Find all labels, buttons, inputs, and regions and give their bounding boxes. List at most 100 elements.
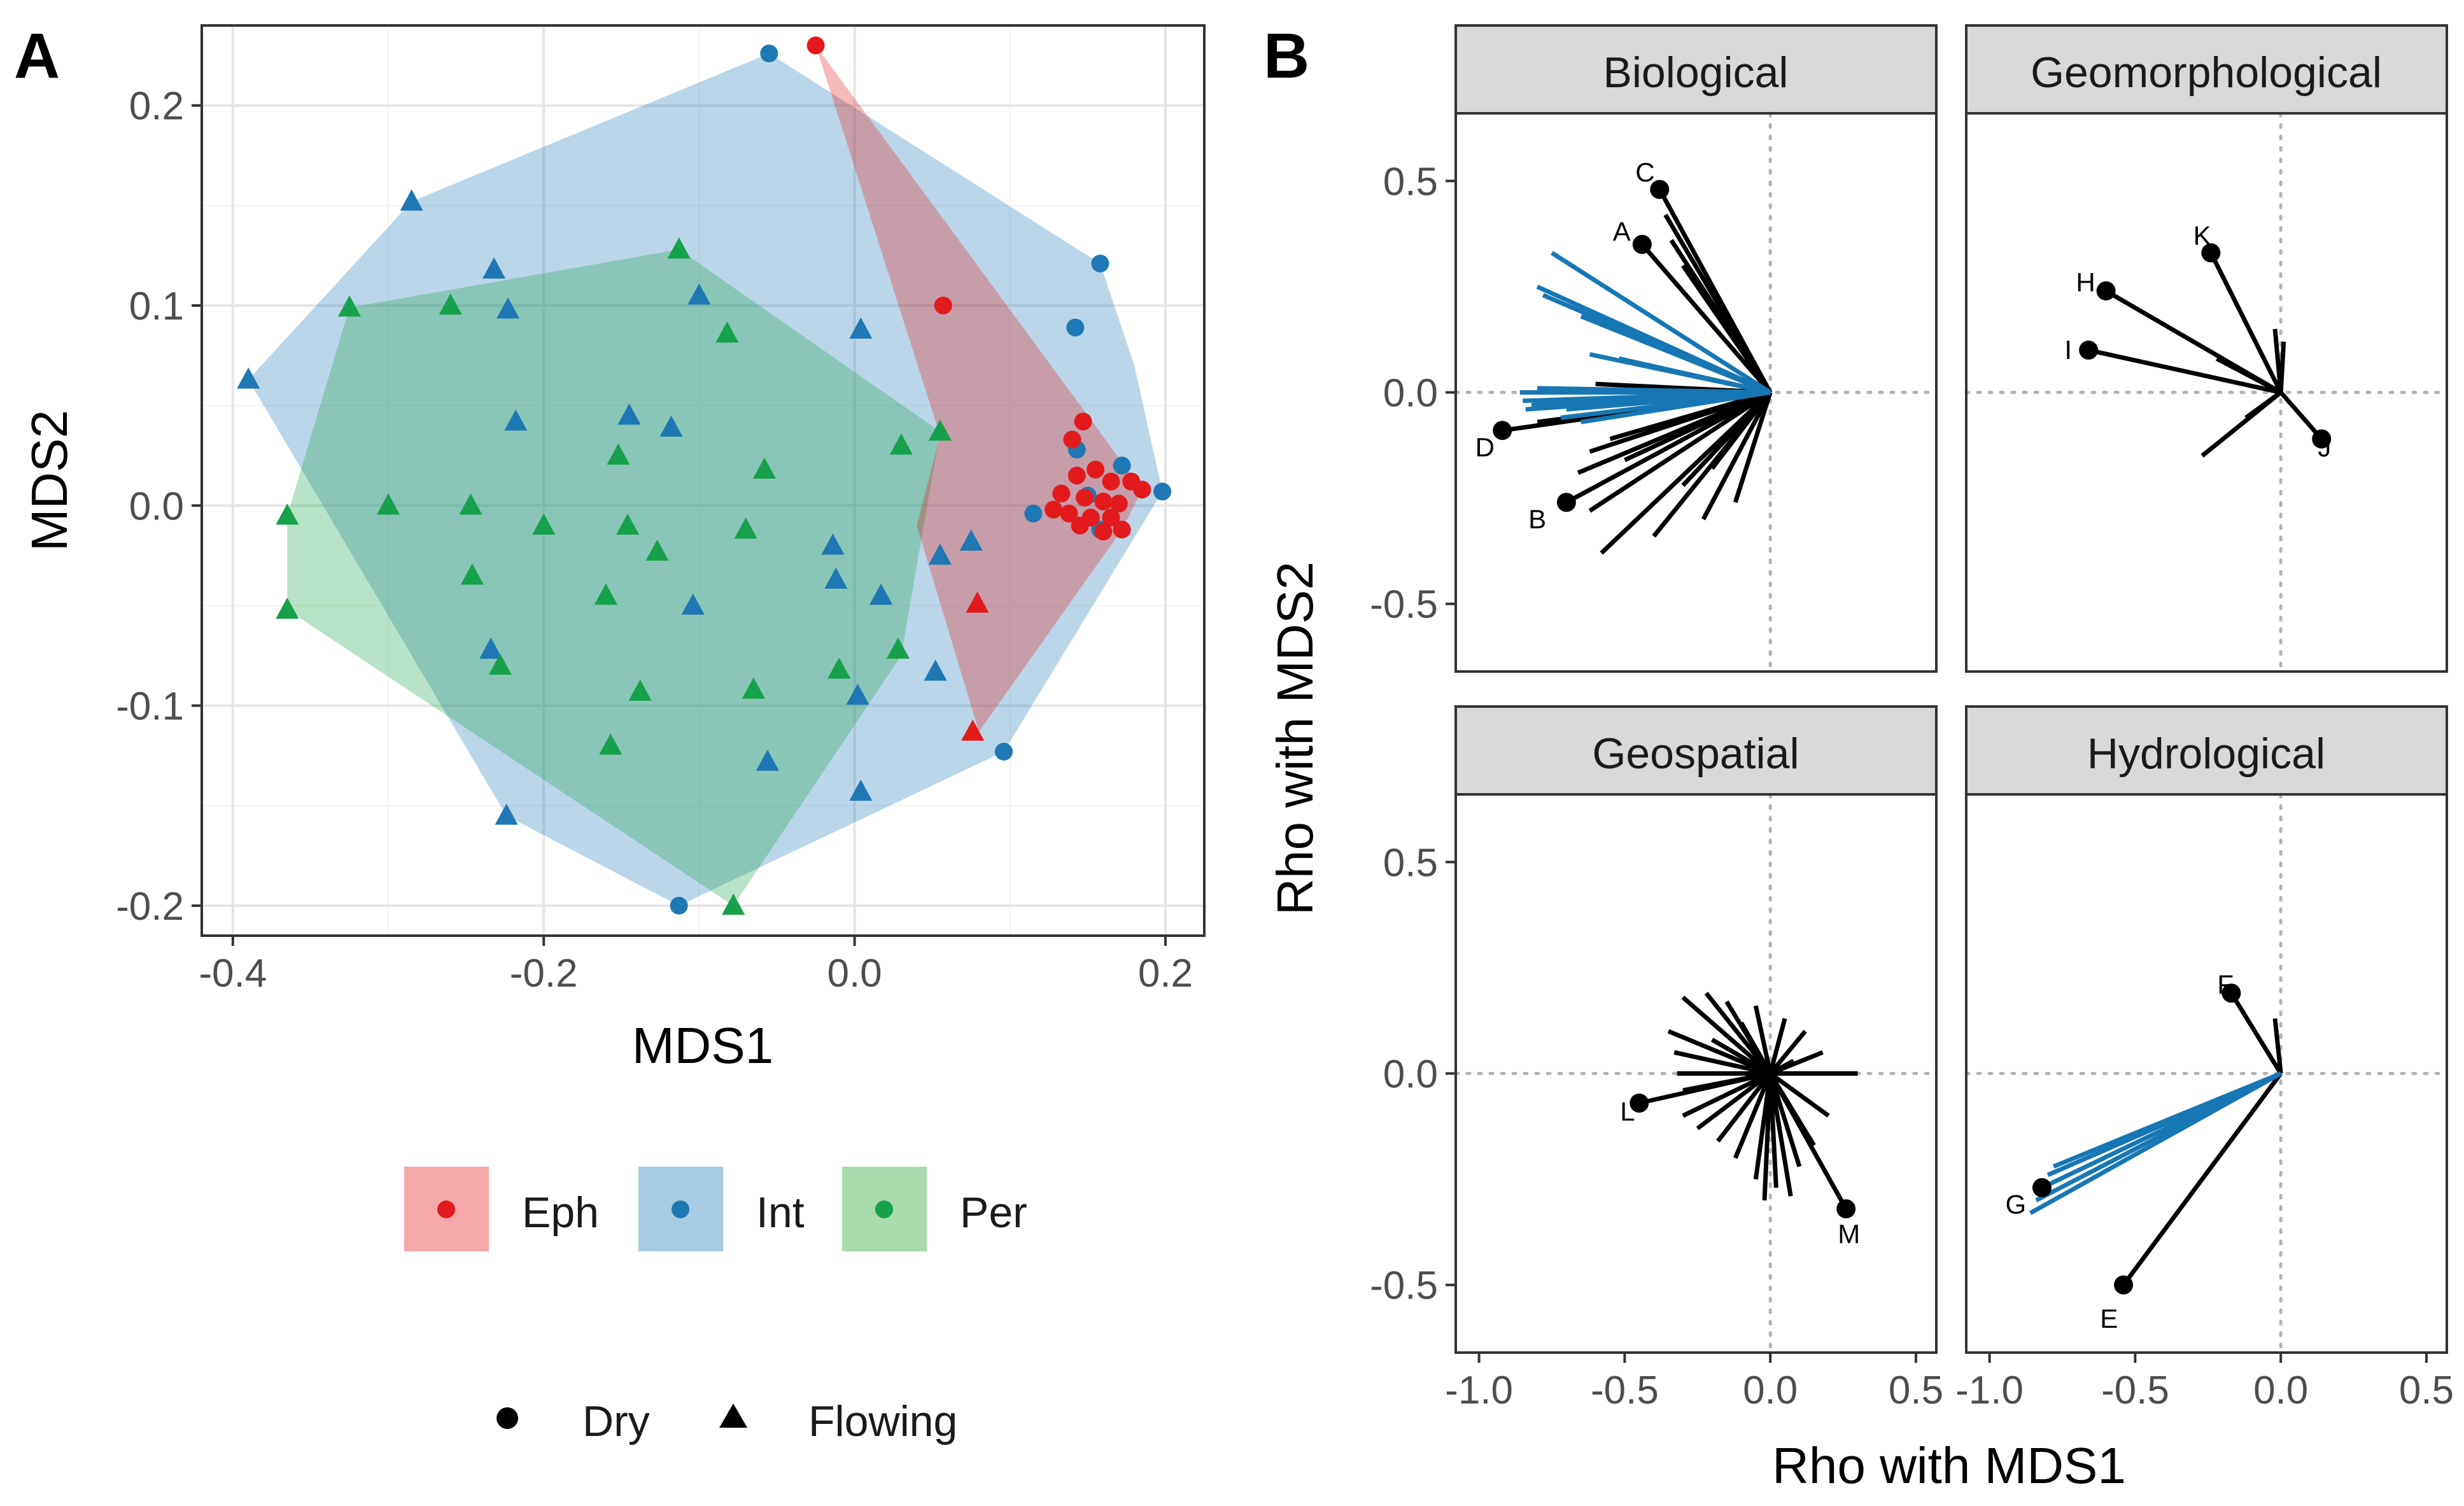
vector-blue: [1580, 314, 1771, 395]
point-eph-dry: [1113, 521, 1131, 538]
vector-label-l: L: [1620, 1096, 1635, 1126]
point-per-flowing: [722, 893, 745, 915]
vector-black: [1673, 1050, 1771, 1076]
legend-dry-label: Dry: [582, 1397, 650, 1446]
vector-black: [1701, 391, 1773, 521]
vector-black: [1682, 1071, 1771, 1118]
x-tick-label: -0.5: [1591, 1369, 1659, 1412]
legend-eph-label: Eph: [522, 1188, 599, 1237]
point-eph-flowing: [961, 719, 985, 741]
y-tick-label: 0.5: [1383, 841, 1438, 885]
point-per-flowing: [752, 457, 777, 479]
vector-black: [1710, 1038, 1771, 1076]
vector-endpoint-h: [2096, 281, 2116, 301]
vector-blue: [1551, 251, 1772, 395]
vector-blue: [1580, 390, 1771, 425]
x-tick-label: -0.4: [199, 952, 267, 996]
legend-int-dot: [672, 1200, 689, 1218]
point-int-flowing: [869, 583, 893, 605]
vector-endpoint-l: [1630, 1094, 1649, 1113]
y-tick-label: 0.5: [1383, 160, 1438, 204]
vector-endpoint-m: [1836, 1199, 1856, 1219]
vector-black: [1667, 1029, 1771, 1076]
vector-endpoint-k: [2201, 243, 2221, 263]
point-int-flowing: [237, 367, 260, 389]
vector-black: [1710, 391, 1772, 470]
facet-strip-biological: [1454, 24, 1938, 115]
y-tick-label: -0.2: [116, 885, 184, 929]
vector-endpoint-c: [1650, 179, 1670, 199]
legend-int-label: Int: [756, 1188, 805, 1237]
y-tick-label: -0.1: [116, 685, 184, 729]
point-eph-dry: [1045, 500, 1063, 519]
point-eph-dry: [1102, 509, 1120, 527]
x-tick-label: 0.0: [2253, 1369, 2308, 1412]
point-eph-dry: [1087, 460, 1105, 479]
point-per-flowing: [734, 517, 757, 539]
vector-label-j: J: [2318, 432, 2331, 462]
panel-a-gridlines: [202, 25, 1204, 936]
vector-endpoint-d: [1493, 421, 1512, 440]
vector-black: [2244, 390, 2283, 420]
vector-black: [1565, 390, 1771, 505]
vector-black: [1609, 390, 1771, 441]
vector-black: [1768, 1018, 1787, 1074]
point-int-dry: [760, 45, 778, 62]
vector-blue: [2029, 1071, 2282, 1215]
legend-flowing-label: Flowing: [808, 1397, 957, 1446]
legend-per-label: Per: [960, 1188, 1027, 1237]
panel-a: A -0.4 -0.2 0.0 0.2 -0.2 -0.1 0.0 0.1 0.2 MDS1 M…: [14, 20, 1206, 1446]
legend-eph-dot: [437, 1200, 455, 1218]
legend-flowing-marker: [719, 1404, 747, 1428]
vector-black: [1769, 1059, 1795, 1076]
point-eph-dry: [1074, 412, 1092, 431]
x-tick-label: -1.0: [1955, 1369, 2024, 1412]
point-int-dry: [1113, 456, 1131, 475]
vector-black: [2279, 391, 2323, 440]
facet-geomorphological: K H I J: [1964, 111, 2449, 673]
point-int-flowing: [504, 409, 528, 431]
vector-black: [2215, 356, 2282, 395]
vector-black: [1769, 1071, 1830, 1118]
vector-black: [2272, 1018, 2283, 1074]
vector-black: [1682, 1071, 1771, 1093]
point-int-dry: [995, 742, 1013, 761]
point-per-flowing: [460, 563, 484, 585]
vector-black: [1716, 1072, 1772, 1143]
vector-black: [1681, 264, 1773, 394]
hull-eph: [815, 45, 1143, 732]
panel-b-ylabel: Rho with MDS2: [1267, 561, 1323, 915]
point-int-flowing: [617, 403, 641, 425]
vector-black: [1588, 390, 1772, 513]
vector-black: [1640, 243, 1772, 394]
vector-label-d: D: [1475, 432, 1495, 462]
x-tick-label: 0.5: [1889, 1369, 1943, 1412]
panel-a-hulls: [248, 45, 1163, 906]
vector-endpoint-j: [2312, 429, 2332, 449]
point-int-flowing: [846, 683, 869, 705]
point-per-flowing: [607, 443, 630, 465]
point-eph-dry: [1094, 523, 1113, 541]
point-per-flowing: [439, 293, 462, 315]
facet-border: [1965, 793, 2448, 1354]
panel-b-xlabel: Rho with MDS1: [1772, 1437, 2126, 1494]
panel-b: B Biological Geomorphological Geospatial…: [1264, 20, 2454, 1494]
vector-label-g: G: [2005, 1189, 2026, 1219]
x-tick-label: 0.0: [827, 952, 882, 996]
point-int-flowing: [400, 189, 423, 211]
vector-endpoint-g: [2032, 1178, 2052, 1197]
vector-black: [1768, 1072, 1816, 1147]
vector-blue: [1607, 390, 1771, 404]
point-int-flowing: [959, 529, 983, 551]
vector-label-h: H: [2076, 267, 2095, 297]
point-int-flowing: [482, 257, 506, 279]
point-eph-dry: [1122, 472, 1141, 491]
vector-label-c: C: [1635, 157, 1654, 187]
facet-geospatial: LM: [1454, 792, 1938, 1355]
point-eph-dry: [1094, 493, 1113, 510]
point-per-flowing: [376, 493, 400, 515]
point-int-flowing: [849, 317, 873, 339]
vector-black: [1768, 1073, 1793, 1197]
point-eph-dry: [1075, 488, 1094, 507]
